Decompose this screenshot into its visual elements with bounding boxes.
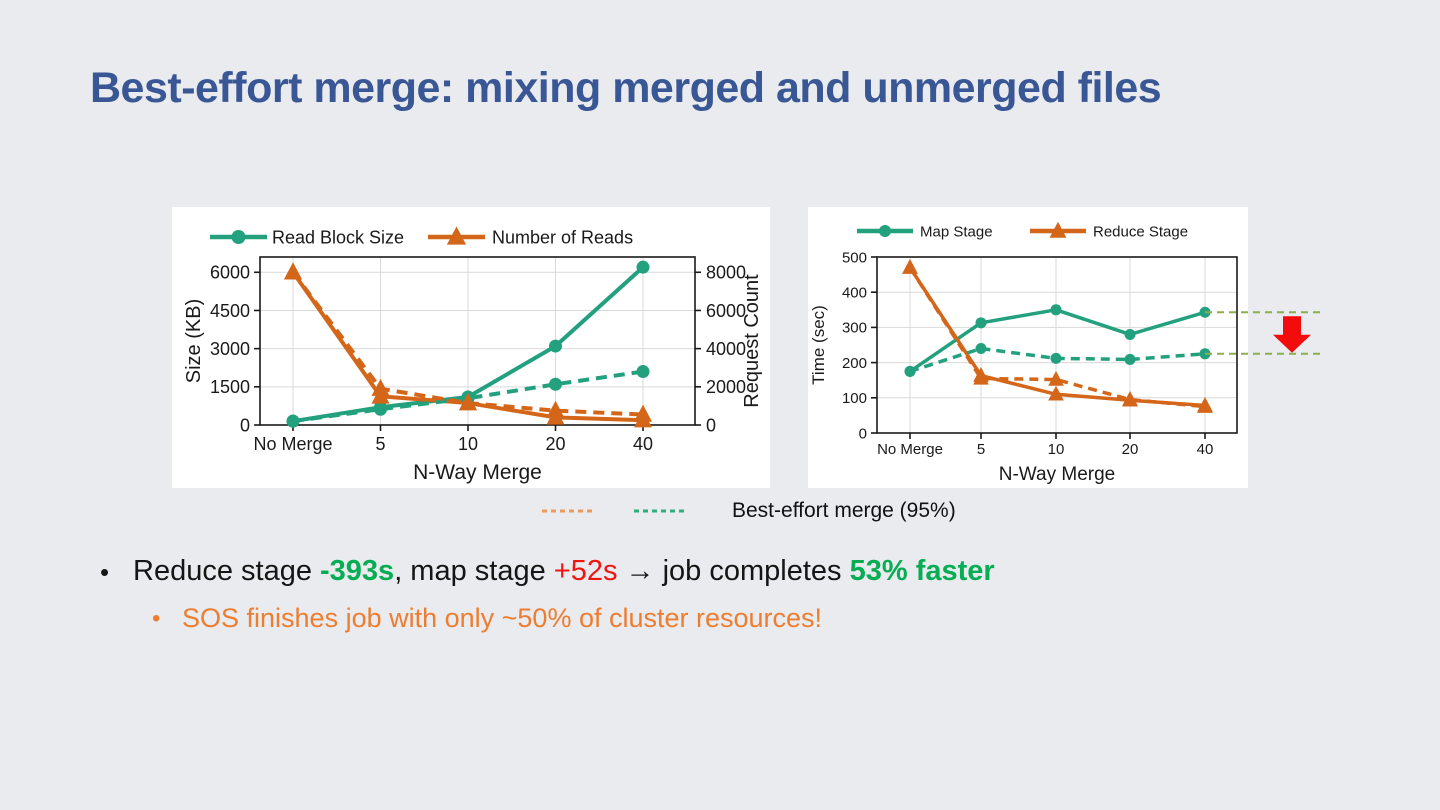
bullet-text-segment: -393s: [320, 555, 395, 587]
legend-circle-marker: [879, 225, 891, 237]
read-size-chart: 0 1500 3000 4500 6000 0 2000 4000 6000 8000 No Mer…: [183, 226, 763, 484]
triangle-marker: [1197, 398, 1213, 413]
x-tick-label: 10: [458, 434, 478, 454]
orange-dash-swatch: [542, 509, 596, 513]
x-tick-label: 20: [1122, 441, 1139, 458]
y-tick-label: 500: [842, 249, 867, 266]
circle-marker: [1124, 353, 1136, 365]
x-tick-label: No Merge: [877, 441, 943, 458]
bullet-text: Reduce stage -393s, map stage +52s → job…: [133, 555, 995, 588]
y-axis-label: Time (sec): [809, 305, 828, 385]
y2-tick-label: 4000: [706, 339, 746, 359]
green-dash-swatch: [634, 509, 688, 513]
triangle-marker: [902, 258, 918, 274]
y-tick-label: 3000: [210, 339, 250, 359]
y2-axis-label: Request Count: [741, 274, 763, 408]
legend-label: Read Block Size: [272, 227, 404, 247]
triangle-marker: [634, 404, 652, 422]
plot-frame: [259, 256, 696, 426]
series-line: [292, 369, 644, 424]
triangle-marker: [1122, 390, 1138, 406]
y-tick-label: 1500: [210, 377, 250, 397]
best-effort-legend-label: Best-effort merge (95%): [732, 499, 956, 522]
circle-marker: [1124, 328, 1136, 340]
bullet-item: • SOS finishes job with only ~50% of clus…: [152, 603, 822, 634]
best-effort-legend: Best-effort merge (95%): [542, 499, 956, 523]
plot-frame: [876, 256, 1238, 434]
y-tick-label: 100: [842, 390, 867, 407]
bullet-text-segment: +52s: [553, 555, 618, 587]
x-axis-label: N-Way Merge: [999, 464, 1115, 485]
triangle-marker: [546, 400, 565, 418]
bullet-text-segment: SOS finishes job with only ~50% of clust…: [182, 603, 823, 633]
legend-label: Map Stage: [920, 223, 993, 240]
triangle-marker: [973, 369, 989, 385]
triangle-marker: [1049, 221, 1067, 238]
circle-marker: [975, 317, 987, 329]
page-title: Best-effort merge: mixing merged and unm…: [90, 64, 1162, 112]
bullet-text: SOS finishes job with only ~50% of clust…: [182, 603, 822, 634]
x-tick-label: 10: [1048, 441, 1065, 458]
circle-marker: [904, 365, 916, 377]
y2-tick-label: 0: [706, 415, 716, 435]
triangle-marker: [284, 262, 302, 280]
x-tick-label: 20: [545, 434, 565, 454]
circle-marker: [636, 260, 650, 274]
y2-tick-label: 8000: [706, 263, 746, 283]
circle-marker: [549, 377, 562, 391]
time-chart: 0 100 200 300 400 500 No Merge 5 10 20 40 Time (sec…: [809, 221, 1322, 485]
circle-marker: [286, 414, 300, 428]
bullet-dot: •: [100, 557, 110, 587]
triangle-marker: [1048, 370, 1064, 386]
bullet-text-segment: → job completes: [617, 555, 850, 587]
triangle-marker: [371, 378, 390, 396]
circle-marker: [636, 365, 650, 379]
x-tick-label: 5: [977, 441, 985, 458]
drop-arrow-icon: [1273, 316, 1311, 353]
y-tick-label: 200: [842, 355, 867, 372]
circle-marker: [1050, 352, 1062, 364]
bullet-text-segment: Reduce stage: [133, 555, 321, 587]
y-tick-label: 400: [842, 284, 867, 301]
x-axis-label: N-Way Merge: [413, 461, 542, 484]
triangle-marker: [446, 226, 467, 245]
y-tick-label: 300: [842, 320, 867, 337]
y-tick-label: 0: [859, 425, 867, 442]
y-tick-label: 0: [240, 415, 250, 435]
read-size-chart-panel: 0 1500 3000 4500 6000 0 2000 4000 6000 8000 No Mer…: [172, 207, 770, 488]
bullet-item: • Reduce stage -393s, map stage +52s → jo…: [100, 555, 995, 588]
bullet-dot: •: [152, 605, 161, 632]
bullet-text-segment: , map stage: [394, 555, 554, 587]
x-tick-label: 40: [633, 434, 653, 454]
x-tick-label: 5: [375, 434, 385, 454]
y-tick-label: 4500: [210, 301, 250, 321]
x-tick-label: No Merge: [253, 434, 332, 454]
time-chart-panel: 0 100 200 300 400 500 No Merge 5 10 20 40 Time (sec…: [808, 207, 1322, 488]
x-tick-label: 40: [1197, 441, 1214, 458]
y2-tick-label: 6000: [706, 301, 746, 321]
circle-marker: [374, 402, 387, 416]
y2-tick-label: 2000: [706, 377, 746, 397]
circle-marker: [1050, 304, 1062, 316]
legend-label: Reduce Stage: [1093, 223, 1188, 240]
circle-marker: [975, 343, 987, 355]
y-tick-label: 6000: [210, 263, 250, 283]
circle-marker: [549, 339, 562, 353]
triangle-marker: [459, 393, 477, 411]
series-line: [908, 266, 1206, 409]
y-axis-label: Size (KB): [183, 299, 205, 383]
legend-circle-marker: [231, 230, 246, 244]
bullet-text-segment: 53% faster: [849, 555, 995, 587]
triangle-marker: [1048, 385, 1064, 401]
legend-label: Number of Reads: [492, 227, 633, 247]
